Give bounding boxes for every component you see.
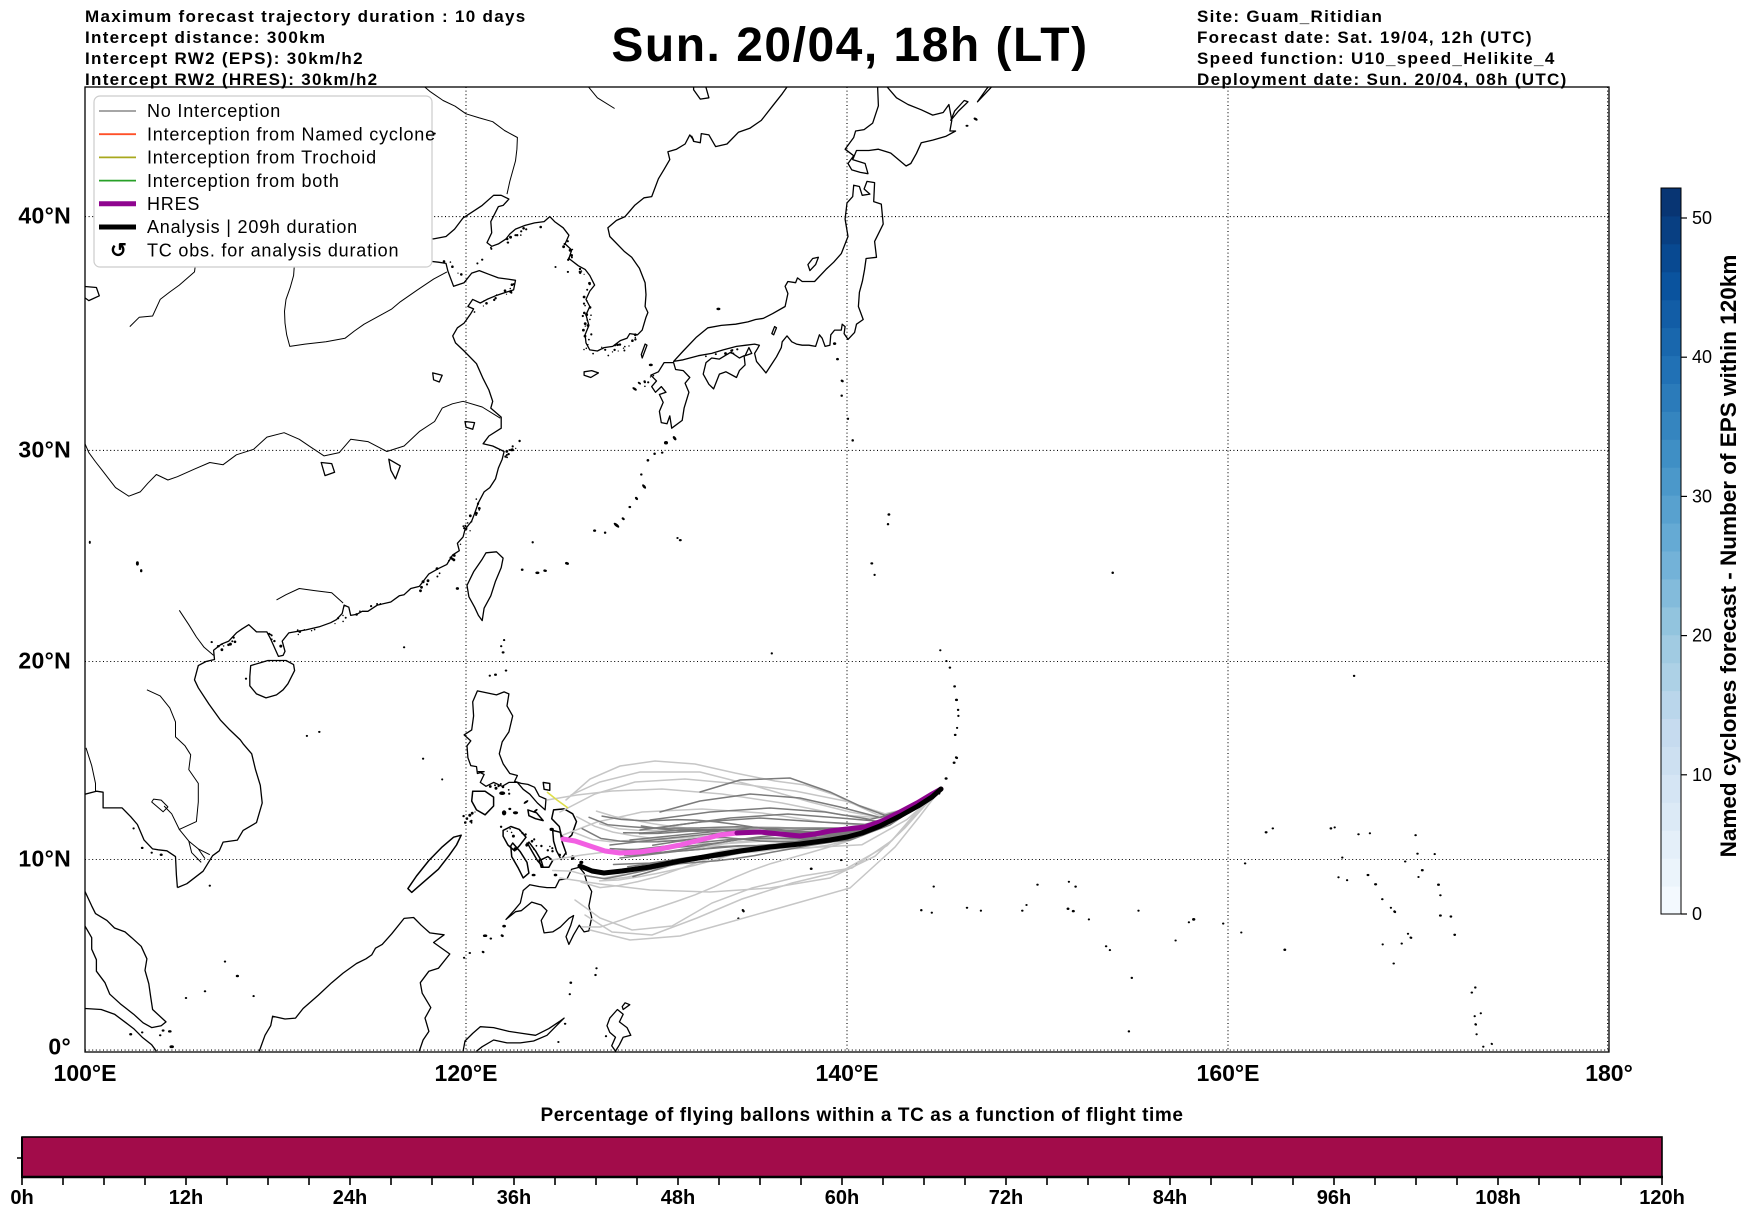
svg-text:180°: 180° [1585,1060,1633,1086]
svg-text:HRES: HRES [147,194,200,214]
svg-text:108h: 108h [1475,1187,1521,1209]
svg-text:Interception from Named cyclon: Interception from Named cyclone [147,124,436,144]
svg-text:120h: 120h [1639,1187,1685,1209]
svg-text:60h: 60h [825,1187,859,1209]
svg-text:72h: 72h [989,1187,1023,1209]
svg-text:Intercept distance: 300km: Intercept distance: 300km [85,28,326,47]
svg-text:0°: 0° [48,1034,71,1060]
svg-text:30°N: 30°N [18,436,71,462]
svg-text:48h: 48h [661,1187,695,1209]
svg-text:84h: 84h [1153,1187,1187,1209]
svg-text:Interception from Trochoid: Interception from Trochoid [147,148,377,168]
svg-text:30: 30 [1692,486,1712,506]
svg-text:10: 10 [1692,765,1712,785]
svg-text:Named cyclones forecast - Numb: Named cyclones forecast - Number of EPS … [1716,255,1741,858]
svg-text:100°E: 100°E [54,1060,117,1086]
svg-text:40°N: 40°N [18,203,71,229]
svg-text:24h: 24h [333,1187,367,1209]
svg-text:50: 50 [1692,208,1712,228]
svg-text:10°N: 10°N [18,846,71,872]
svg-text:No Interception: No Interception [147,101,281,121]
svg-text:Percentage of flying ballons w: Percentage of flying ballons within a TC… [540,1105,1183,1126]
svg-text:↺: ↺ [110,240,127,262]
svg-text:Intercept RW2 (HRES): 30km/h2: Intercept RW2 (HRES): 30km/h2 [85,70,378,89]
svg-text:Deployment date: Sun. 20/04, 0: Deployment date: Sun. 20/04, 08h (UTC) [1197,70,1568,89]
svg-text:Intercept RW2 (EPS): 30km/h2: Intercept RW2 (EPS): 30km/h2 [85,49,364,68]
svg-text:Maximum forecast trajectory du: Maximum forecast trajectory duration : 1… [85,7,526,26]
svg-text:Sun. 20/04, 18h (LT): Sun. 20/04, 18h (LT) [611,19,1088,72]
svg-text:Interception from both: Interception from both [147,171,340,191]
svg-text:140°E: 140°E [816,1060,879,1086]
svg-text:0h: 0h [10,1187,33,1209]
svg-text:20°N: 20°N [18,648,71,674]
svg-text:36h: 36h [497,1187,531,1209]
svg-text:Speed function: U10_speed_Heli: Speed function: U10_speed_Helikite_4 [1197,49,1556,68]
svg-text:160°E: 160°E [1197,1060,1260,1086]
svg-text:40: 40 [1692,347,1712,367]
svg-text:12h: 12h [169,1187,203,1209]
svg-text:Forecast date: Sat. 19/04, 12h: Forecast date: Sat. 19/04, 12h (UTC) [1197,28,1533,47]
svg-text:0: 0 [1692,904,1702,924]
svg-text:120°E: 120°E [435,1060,498,1086]
svg-text:Site: Guam_Ritidian: Site: Guam_Ritidian [1197,7,1383,26]
svg-text:Analysis | 209h duration: Analysis | 209h duration [147,217,358,237]
svg-text:TC obs. for analysis duration: TC obs. for analysis duration [147,240,399,260]
svg-text:96h: 96h [1317,1187,1351,1209]
svg-text:20: 20 [1692,626,1712,646]
